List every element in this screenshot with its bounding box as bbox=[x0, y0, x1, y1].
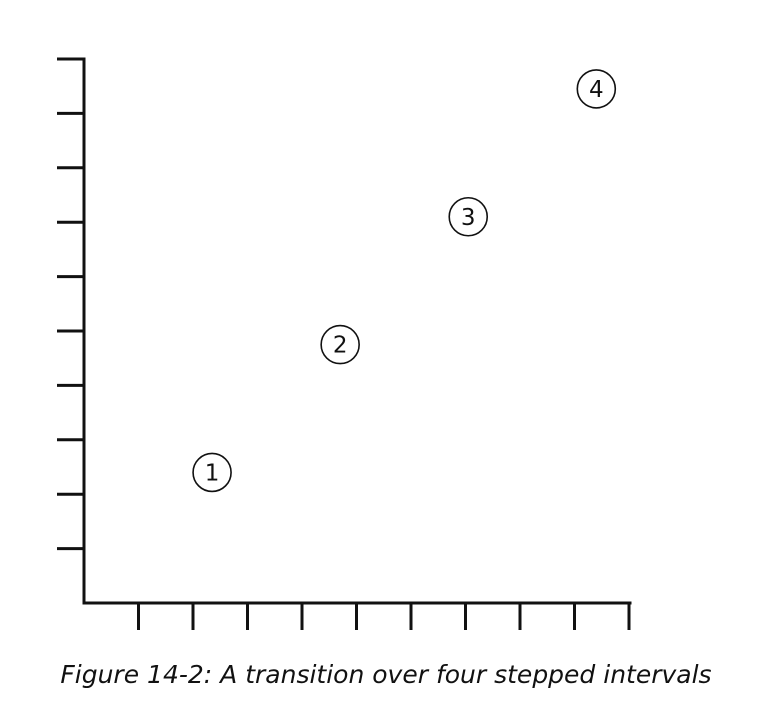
point-marker-circle bbox=[448, 196, 489, 237]
data-point: 3 bbox=[448, 196, 489, 237]
point-label: 2 bbox=[333, 333, 348, 359]
data-point: 4 bbox=[576, 69, 617, 109]
ticks bbox=[57, 57, 631, 630]
point-marker-circle bbox=[320, 324, 360, 365]
figure-caption: Figure 14-2: A transition over four step… bbox=[60, 660, 712, 689]
data-points: 1 2 3 4 bbox=[192, 69, 617, 493]
data-point: 1 bbox=[192, 452, 232, 493]
point-label: 1 bbox=[205, 460, 220, 486]
scatter-chart: 1 2 3 4 bbox=[57, 57, 632, 630]
point-label: 4 bbox=[589, 77, 604, 103]
point-label: 3 bbox=[461, 205, 476, 231]
axes bbox=[82, 57, 632, 605]
point-marker-circle bbox=[576, 69, 617, 109]
data-point: 2 bbox=[320, 324, 360, 365]
point-marker-circle bbox=[192, 452, 232, 493]
